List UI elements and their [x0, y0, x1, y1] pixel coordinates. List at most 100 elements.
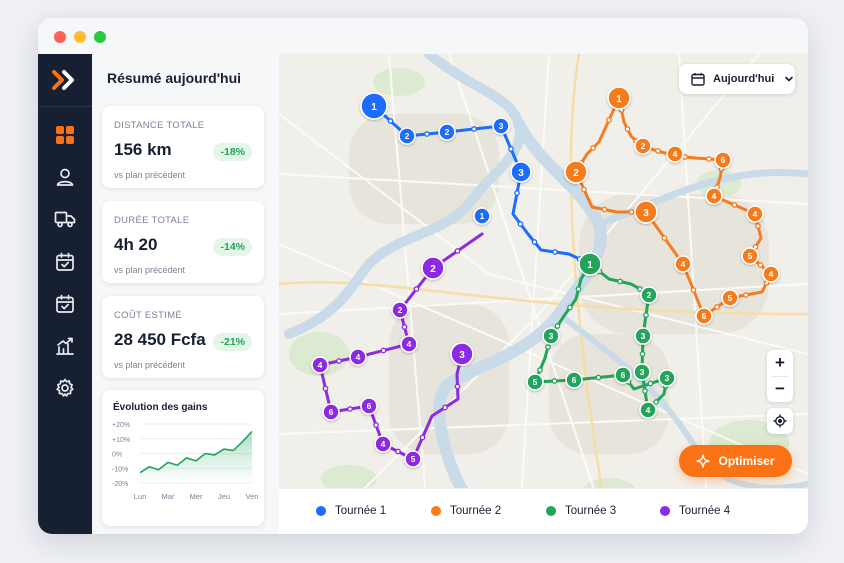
- stop-number: 4: [318, 360, 323, 370]
- waypoint-dot: [706, 156, 712, 162]
- stop-marker[interactable]: 6: [565, 371, 583, 389]
- legend-item-route-3[interactable]: Tournée 3: [546, 505, 616, 517]
- legend-dot: [660, 506, 670, 516]
- waypoint-dot: [637, 286, 643, 292]
- waypoint-dot: [517, 221, 524, 227]
- stop-number: 6: [329, 407, 334, 417]
- waypoint-dot: [601, 206, 608, 213]
- stop-number: 3: [549, 331, 554, 341]
- legend-item-route-2[interactable]: Tournée 2: [431, 505, 501, 517]
- stop-marker[interactable]: 4: [674, 255, 692, 273]
- stop-number: 2: [398, 305, 403, 315]
- stop-number: 1: [616, 94, 622, 105]
- route-1[interactable]: 1 2 2 3 3 1: [360, 92, 592, 266]
- stop-marker[interactable]: 4: [762, 265, 780, 283]
- optimize-button[interactable]: Optimiser: [679, 445, 792, 477]
- waypoint-dot: [401, 324, 408, 330]
- x-tick-label: Mer: [190, 492, 203, 501]
- stop-marker[interactable]: 3: [634, 200, 658, 224]
- nav-dashboard[interactable]: [53, 123, 77, 147]
- nav-settings[interactable]: [53, 376, 77, 400]
- stop-marker[interactable]: 3: [450, 342, 474, 366]
- stop-marker[interactable]: 5: [526, 373, 544, 391]
- stop-number: 1: [480, 211, 485, 221]
- minimize-window-button[interactable]: [74, 31, 86, 43]
- stop-marker[interactable]: 4: [666, 145, 684, 163]
- nav-vehicles[interactable]: [53, 207, 77, 231]
- stop-marker[interactable]: 6: [714, 151, 732, 169]
- nav-deliveries[interactable]: [53, 292, 77, 316]
- stop-marker-circle: [639, 401, 657, 419]
- date-selector[interactable]: Aujourd'hui: [679, 64, 795, 94]
- waypoint-dot: [731, 202, 738, 208]
- nav-drivers[interactable]: [53, 165, 77, 189]
- route-4[interactable]: 2 2 4 4 4 6 6 4 5 3: [311, 232, 484, 468]
- waypoint-dot: [419, 434, 426, 441]
- stop-marker[interactable]: 2: [564, 160, 588, 184]
- stop-marker[interactable]: 6: [360, 397, 378, 415]
- stop-marker[interactable]: 1: [578, 252, 602, 276]
- stop-number: 2: [573, 168, 579, 179]
- stop-marker[interactable]: 2: [421, 256, 445, 280]
- stop-marker-circle: [674, 255, 692, 273]
- route-2[interactable]: 1 2 4 6 2 3 4 4 5 4 4 5 6: [564, 86, 780, 325]
- stop-number: 3: [641, 331, 646, 341]
- stop-marker-circle: [542, 327, 560, 345]
- stop-marker[interactable]: 6: [322, 403, 340, 421]
- legend-item-route-4[interactable]: Tournée 4: [660, 505, 730, 517]
- stop-marker[interactable]: 6: [614, 366, 632, 384]
- legend-dot: [316, 506, 326, 516]
- route-3[interactable]: 1 2 3 3 3 3 5 6 6 4: [526, 252, 676, 419]
- nav-planning[interactable]: [53, 250, 77, 274]
- stop-marker[interactable]: 2: [640, 286, 658, 304]
- waypoint-dot: [590, 145, 596, 151]
- maximize-window-button[interactable]: [94, 31, 106, 43]
- stop-marker[interactable]: 4: [705, 187, 723, 205]
- stop-marker-circle: [695, 307, 713, 325]
- stat-label: DURÉE TOTALE: [114, 215, 190, 226]
- stop-marker[interactable]: 2: [398, 127, 416, 145]
- zoom-out-button[interactable]: −: [775, 379, 785, 398]
- legend-item-route-1[interactable]: Tournée 1: [316, 505, 386, 517]
- stop-marker-circle: [398, 127, 416, 145]
- waypoint-dot: [624, 126, 631, 132]
- waypoint-dot: [424, 131, 430, 137]
- stop-marker[interactable]: 1: [360, 92, 388, 120]
- stat-card-cost: COÛT ESTIMÉ 28 450 Fcfa -21% vs plan pré…: [102, 296, 264, 378]
- stop-marker[interactable]: 4: [746, 205, 764, 223]
- close-window-button[interactable]: [54, 31, 66, 43]
- stop-marker[interactable]: 4: [311, 356, 329, 374]
- stop-marker[interactable]: 4: [374, 435, 392, 453]
- waypoint-dot: [554, 323, 561, 329]
- stop-marker[interactable]: 2: [438, 123, 456, 141]
- zoom-in-button[interactable]: +: [775, 353, 785, 372]
- stop-marker[interactable]: 4: [400, 335, 418, 353]
- stop-marker[interactable]: 5: [741, 247, 759, 265]
- stop-marker[interactable]: 4: [349, 348, 367, 366]
- nav-reports[interactable]: [53, 334, 77, 358]
- calendar-check-icon: [56, 294, 74, 313]
- stop-marker[interactable]: 3: [510, 161, 532, 183]
- locate-button[interactable]: [767, 408, 793, 434]
- stop-marker-circle: [400, 335, 418, 353]
- stop-marker[interactable]: 3: [634, 327, 652, 345]
- stop-marker[interactable]: 3: [542, 327, 560, 345]
- stop-marker[interactable]: 3: [658, 369, 676, 387]
- stop-marker[interactable]: 1: [473, 207, 491, 225]
- stop-marker[interactable]: 1: [607, 86, 631, 110]
- waypoint-dot: [508, 146, 514, 152]
- stop-number: 3: [643, 208, 649, 219]
- y-tick-label: +10%: [112, 437, 130, 444]
- stop-marker[interactable]: 5: [721, 289, 739, 307]
- stop-marker[interactable]: 2: [391, 301, 409, 319]
- stop-marker[interactable]: 3: [492, 117, 510, 135]
- panel-title: Résumé aujourd'hui: [107, 70, 242, 86]
- stop-marker[interactable]: 6: [695, 307, 713, 325]
- stop-marker-circle: [746, 205, 764, 223]
- stop-marker[interactable]: 4: [639, 401, 657, 419]
- stop-marker[interactable]: 3: [633, 363, 651, 381]
- stop-marker[interactable]: 2: [634, 137, 652, 155]
- stat-value: 4h 20: [114, 235, 158, 254]
- waypoint-dot: [690, 287, 697, 293]
- stop-marker[interactable]: 5: [404, 450, 422, 468]
